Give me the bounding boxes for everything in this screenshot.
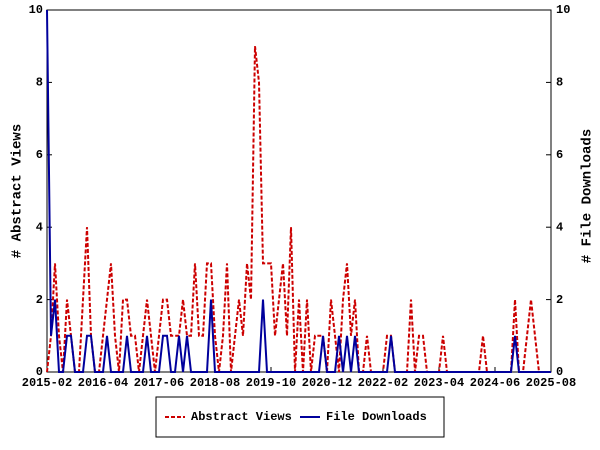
y-tick-label: 6: [36, 148, 43, 162]
y2-tick-label: 8: [556, 76, 563, 90]
y-tick-label: 10: [29, 3, 43, 17]
x-tick-label: 2018-08: [190, 376, 240, 390]
x-tick-label: 2015-02: [22, 376, 72, 390]
y2-tick-label: 10: [556, 3, 570, 17]
legend-label: File Downloads: [326, 410, 427, 424]
series-line: [46, 46, 551, 373]
x-tick-label: 2025-08: [526, 376, 576, 390]
y2-axis-title: # File Downloads: [580, 129, 596, 263]
y-tick-label: 8: [36, 76, 43, 90]
x-tick-label: 2019-10: [246, 376, 296, 390]
series-line: [46, 9, 551, 373]
x-tick-label: 2016-04: [78, 376, 128, 390]
x-tick-label: 2017-06: [134, 376, 184, 390]
x-tick-label: 2022-02: [358, 376, 408, 390]
y-tick-label: 2: [36, 293, 43, 307]
legend-label: Abstract Views: [191, 410, 292, 424]
x-tick-label: 2024-06: [470, 376, 520, 390]
y-axis-title: # Abstract Views: [10, 124, 26, 258]
x-tick-label: 2023-04: [414, 376, 464, 390]
y2-tick-label: 6: [556, 148, 563, 162]
y2-tick-label: 2: [556, 293, 563, 307]
y2-tick-label: 4: [556, 220, 563, 234]
y-tick-label: 0: [36, 365, 43, 379]
y-tick-label: 4: [36, 220, 43, 234]
y2-tick-label: 0: [556, 365, 563, 379]
x-tick-label: 2020-12: [302, 376, 352, 390]
